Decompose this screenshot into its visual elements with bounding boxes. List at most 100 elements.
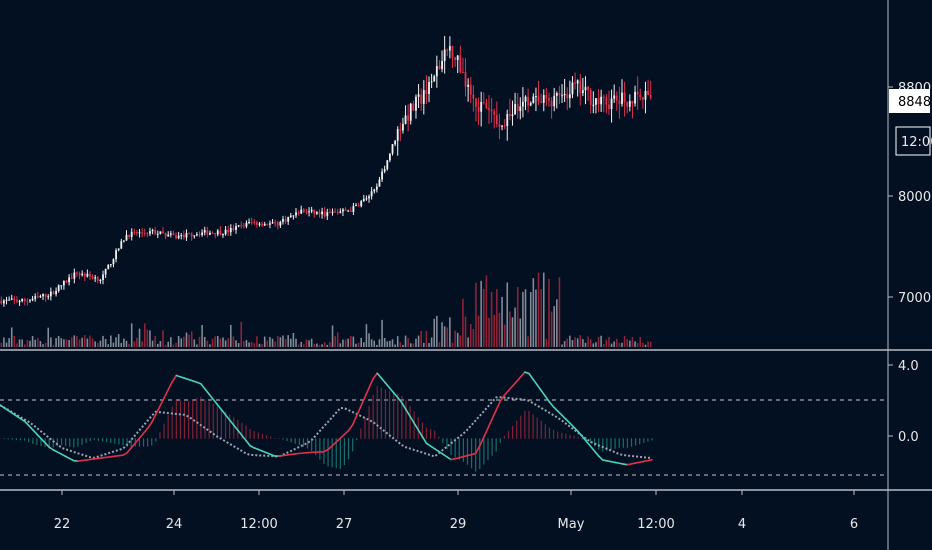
candle-body <box>532 96 535 103</box>
osc-hist-bar <box>589 438 592 444</box>
candle-body <box>495 114 498 125</box>
time-label: 27 <box>336 517 353 532</box>
osc-fast-segment <box>409 415 415 424</box>
volume-bar <box>629 340 631 347</box>
candle-body <box>42 293 44 297</box>
candle-body <box>472 94 475 99</box>
osc-hist-bar <box>393 392 395 439</box>
candle-body <box>600 96 603 105</box>
volume-bar <box>355 343 357 347</box>
osc-fast-segment <box>208 393 215 401</box>
osc-hist-bar <box>516 420 518 439</box>
candle-body <box>456 55 459 61</box>
volume-bar <box>203 336 206 347</box>
osc-hist-bar <box>204 399 206 439</box>
volume-bar <box>438 342 441 347</box>
volume-bar <box>269 337 271 347</box>
candle-body <box>190 233 193 237</box>
candle-body <box>313 209 316 214</box>
candle-body <box>292 215 295 217</box>
candle-body <box>47 296 50 298</box>
volume-bar <box>149 330 151 347</box>
time-label-22: 22 <box>54 490 70 532</box>
countdown-badge <box>895 126 931 156</box>
candle-body <box>399 129 402 131</box>
candle-body <box>550 100 553 107</box>
volume-bar <box>540 289 542 347</box>
candle-body <box>138 232 141 234</box>
volume-bar <box>456 332 459 347</box>
volume-bar <box>52 344 55 347</box>
candle-body <box>360 201 363 207</box>
volume-bar <box>21 339 23 347</box>
volume-bar <box>164 344 167 347</box>
volume-bar <box>99 340 102 347</box>
osc-fast-segment <box>150 413 157 424</box>
volume-bar <box>644 344 647 347</box>
osc-hist-bar <box>19 438 22 441</box>
candle-body <box>503 125 506 127</box>
candle-body <box>209 232 211 235</box>
osc-hist-bar <box>364 417 366 439</box>
osc-hist-bar <box>454 438 456 458</box>
candle-body <box>581 90 584 94</box>
volume-bar <box>595 342 597 347</box>
osc-fast-segment <box>499 394 506 402</box>
candle-body <box>52 291 55 295</box>
osc-fast-segment <box>44 442 51 448</box>
osc-hist-bar <box>544 424 546 439</box>
volume-bar <box>433 318 436 347</box>
volume-bar <box>180 338 183 347</box>
volume-bar <box>104 338 107 347</box>
osc-fast-segment <box>351 414 358 426</box>
price-pane[interactable] <box>0 35 652 347</box>
time-axis[interactable]: 22 24 12:00 27 29 May 12:00 4 6 <box>54 490 858 532</box>
osc-fast-segment <box>23 420 30 427</box>
candle-body <box>115 250 117 260</box>
volume-bar <box>459 335 462 347</box>
osc-hist-bar <box>118 438 120 445</box>
osc-fast-segment <box>417 429 424 438</box>
osc-hist-bar <box>577 437 579 439</box>
candle-body <box>89 273 91 277</box>
volume-bar <box>485 275 488 347</box>
osc-fast-segment <box>573 426 579 433</box>
osc-fast-segment <box>544 395 551 403</box>
volume-bar <box>579 335 582 347</box>
candle-body <box>149 231 151 234</box>
volume-bar <box>462 298 464 347</box>
osc-hist-bar <box>60 438 63 446</box>
osc-hist-bar <box>520 415 522 439</box>
oscillator-pane[interactable] <box>0 371 888 476</box>
candle-body <box>381 171 383 180</box>
price-axis[interactable]: 7000.0 8000.0 8800.0 8848.5 12:00 <box>888 81 932 306</box>
candle-body <box>370 191 373 197</box>
osc-hist-bar <box>183 401 186 439</box>
candle-body <box>548 98 550 101</box>
candle-body <box>592 104 595 106</box>
volume-bar <box>18 339 21 347</box>
osc-hist-bar <box>208 401 210 439</box>
candle-body <box>125 234 128 241</box>
candle-body <box>480 102 483 112</box>
volume-bar <box>206 340 209 347</box>
candle-body <box>323 211 326 217</box>
osc-fast-segment <box>388 387 395 394</box>
volume-bar <box>162 330 164 347</box>
osc-fast-segment <box>204 388 210 396</box>
osc-fast-segment <box>560 414 567 420</box>
volume-bar <box>0 342 3 347</box>
volume-bar <box>188 334 190 347</box>
osc-hist-bar <box>352 438 354 452</box>
volume-bar <box>618 342 621 347</box>
oscillator-axis[interactable]: 4.0 0.0 <box>888 359 919 445</box>
candle-body <box>13 298 16 301</box>
volume-bar <box>527 336 529 347</box>
candle-body <box>430 81 433 83</box>
candle-body <box>185 233 188 238</box>
osc-hist-bar <box>315 438 317 456</box>
osc-fast-segment <box>593 450 600 457</box>
candle-body <box>81 273 84 276</box>
volume-bar <box>313 343 316 347</box>
